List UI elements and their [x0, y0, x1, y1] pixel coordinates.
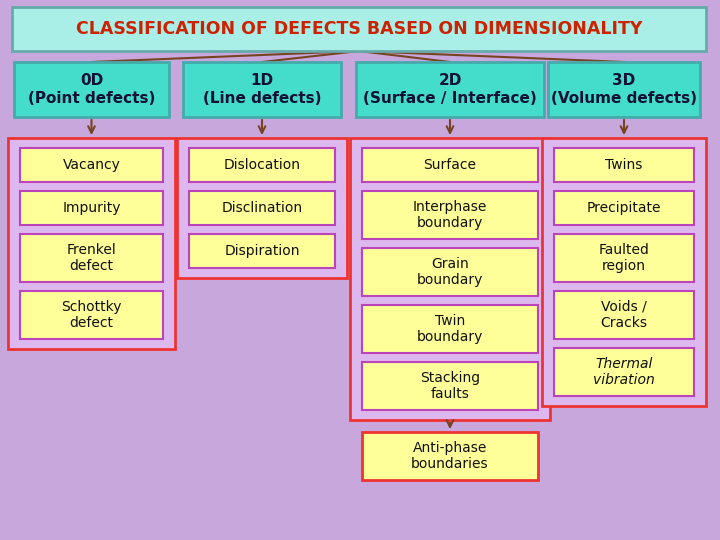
FancyBboxPatch shape [548, 62, 700, 117]
Text: Twins: Twins [606, 158, 643, 172]
Text: Faulted
region: Faulted region [598, 242, 649, 273]
Text: Vacancy: Vacancy [63, 158, 120, 172]
FancyBboxPatch shape [554, 191, 694, 225]
Text: Dispiration: Dispiration [224, 244, 300, 258]
Text: Disclination: Disclination [222, 201, 302, 215]
Text: Anti-phase
boundaries: Anti-phase boundaries [411, 441, 489, 471]
Text: Interphase
boundary: Interphase boundary [413, 200, 487, 231]
Text: Frenkel
defect: Frenkel defect [67, 242, 117, 273]
Text: Grain
boundary: Grain boundary [417, 256, 483, 287]
FancyBboxPatch shape [12, 7, 706, 51]
FancyBboxPatch shape [20, 234, 163, 282]
FancyBboxPatch shape [20, 291, 163, 339]
FancyBboxPatch shape [362, 191, 538, 239]
FancyBboxPatch shape [189, 191, 335, 225]
Text: Dislocation: Dislocation [223, 158, 300, 172]
FancyBboxPatch shape [554, 348, 694, 396]
FancyBboxPatch shape [362, 362, 538, 410]
Text: 1D
(Line defects): 1D (Line defects) [203, 73, 321, 106]
Text: Precipitate: Precipitate [587, 201, 661, 215]
FancyBboxPatch shape [350, 138, 550, 420]
Text: Twin
boundary: Twin boundary [417, 314, 483, 345]
FancyBboxPatch shape [183, 62, 341, 117]
Text: Thermal
vibration: Thermal vibration [593, 356, 655, 387]
FancyBboxPatch shape [8, 138, 175, 349]
FancyBboxPatch shape [20, 191, 163, 225]
FancyBboxPatch shape [20, 148, 163, 182]
Text: Voids /
Cracks: Voids / Cracks [600, 300, 647, 330]
Text: Surface: Surface [423, 158, 477, 172]
FancyBboxPatch shape [189, 234, 335, 268]
Text: Schottky
defect: Schottky defect [61, 300, 122, 330]
Text: 2D
(Surface / Interface): 2D (Surface / Interface) [363, 73, 537, 106]
FancyBboxPatch shape [362, 148, 538, 182]
FancyBboxPatch shape [362, 248, 538, 296]
FancyBboxPatch shape [356, 62, 544, 117]
FancyBboxPatch shape [177, 138, 347, 278]
Text: CLASSIFICATION OF DEFECTS BASED ON DIMENSIONALITY: CLASSIFICATION OF DEFECTS BASED ON DIMEN… [76, 20, 642, 38]
FancyBboxPatch shape [362, 432, 538, 480]
FancyBboxPatch shape [554, 234, 694, 282]
FancyBboxPatch shape [554, 148, 694, 182]
Text: Impurity: Impurity [62, 201, 121, 215]
FancyBboxPatch shape [554, 291, 694, 339]
Text: 0D
(Point defects): 0D (Point defects) [28, 73, 156, 106]
FancyBboxPatch shape [14, 62, 169, 117]
FancyBboxPatch shape [542, 138, 706, 406]
FancyBboxPatch shape [189, 148, 335, 182]
FancyBboxPatch shape [362, 305, 538, 353]
Text: Stacking
faults: Stacking faults [420, 370, 480, 401]
Text: 3D
(Volume defects): 3D (Volume defects) [551, 73, 697, 106]
